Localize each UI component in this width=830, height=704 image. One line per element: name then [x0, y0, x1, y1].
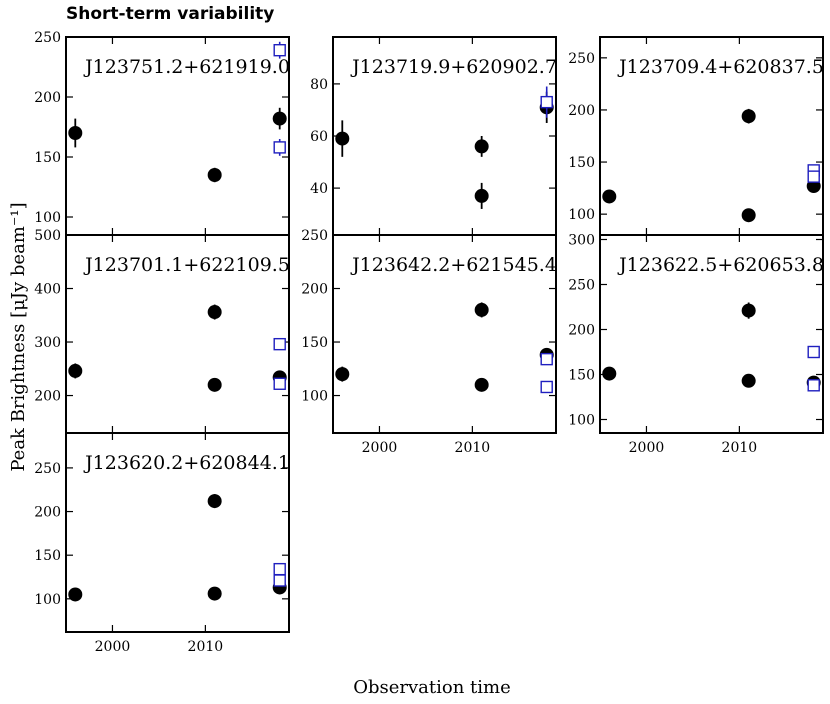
data-point-circle — [602, 189, 617, 204]
panel-title: J123620.2+620844.1 — [83, 452, 290, 474]
data-point-circle — [474, 377, 489, 392]
data-point-circle — [272, 111, 287, 126]
y-tick-label: 300 — [568, 233, 595, 249]
data-point-square — [273, 141, 286, 154]
data-point-circle — [68, 126, 83, 140]
panel-6: 100 150 200 250 300 2000 2010 J123622.5+620653.… — [568, 233, 824, 456]
y-tick-label: 40 — [310, 181, 328, 197]
panel-title: J123719.9+620902.7 — [350, 56, 557, 78]
panel-title: J123751.2+621919.0 — [83, 56, 290, 78]
figure-ylabel: Peak Brightness [μJy beam⁻¹] — [8, 202, 29, 471]
panel-5: 100 150 200 250 2000 2010 J123642.2+621545.4 — [301, 228, 557, 456]
y-tick-label: 100 — [34, 210, 61, 226]
data-point-square — [273, 44, 286, 57]
x-tick-label: 2010 — [188, 639, 224, 655]
data-point-circle — [207, 305, 222, 320]
figure-title: Short-term variability — [66, 4, 275, 24]
y-tick-label: 60 — [310, 129, 328, 145]
panel-7: 100 150 200 250 2000 2010 J123620.2+620844.1 — [34, 432, 290, 655]
y-tick-label: 400 — [34, 282, 61, 298]
data-point-circle — [335, 367, 350, 382]
y-tick-label: 250 — [34, 30, 61, 46]
data-point-circle — [741, 303, 756, 318]
panel-title: J123709.4+620837.5 — [617, 56, 824, 78]
data-point-circle — [68, 363, 83, 378]
panel-title: J123642.2+621545.4 — [350, 254, 557, 276]
y-tick-label: 80 — [310, 77, 328, 93]
data-point-circle — [474, 139, 489, 154]
data-point-circle — [741, 373, 756, 388]
data-point-circle — [207, 377, 222, 392]
data-point-square — [540, 380, 553, 394]
panel-1: 100 150 200 250 J123751.2+621919.0 — [34, 30, 290, 236]
y-tick-label: 100 — [568, 207, 595, 223]
data-point-square — [540, 95, 553, 109]
x-tick-label: 2000 — [95, 639, 131, 655]
y-tick-label: 500 — [34, 228, 61, 244]
panel-frame — [332, 234, 557, 434]
data-point-circle — [207, 168, 222, 182]
y-tick-label: 200 — [568, 103, 595, 119]
data-point-circle — [741, 208, 756, 223]
y-tick-label: 150 — [301, 335, 328, 351]
y-tick-label: 200 — [568, 323, 595, 339]
panel-title: J123701.1+622109.5 — [83, 254, 290, 276]
x-tick-label: 2010 — [722, 440, 758, 456]
data-point-square — [540, 352, 553, 366]
data-point-circle — [207, 586, 222, 601]
data-point-square — [273, 377, 286, 390]
panel-title: J123622.5+620653.8 — [617, 254, 824, 276]
x-tick-label: 2010 — [455, 440, 491, 456]
y-tick-label: 150 — [568, 368, 595, 384]
data-point-square — [807, 379, 820, 392]
y-tick-label: 100 — [301, 389, 328, 405]
y-tick-label: 100 — [34, 592, 61, 608]
figure-xlabel: Observation time — [353, 677, 511, 698]
data-point-circle — [602, 366, 617, 381]
y-tick-label: 250 — [568, 51, 595, 67]
y-tick-label: 200 — [34, 505, 61, 521]
data-point-circle — [68, 587, 83, 602]
y-tick-label: 150 — [568, 155, 595, 171]
data-point-circle — [335, 131, 350, 146]
data-point-square — [273, 574, 286, 587]
data-point-circle — [741, 109, 756, 124]
y-tick-label: 250 — [301, 228, 328, 244]
panel-3: 100 150 200 250 J123709.4+620837.5 — [568, 36, 824, 236]
panel-frame — [599, 234, 824, 434]
y-tick-label: 250 — [568, 278, 595, 294]
x-tick-label: 2000 — [629, 440, 665, 456]
y-tick-label: 200 — [301, 282, 328, 298]
x-tick-label: 2000 — [362, 440, 398, 456]
y-tick-label: 150 — [34, 548, 61, 564]
y-tick-label: 250 — [34, 461, 61, 477]
data-point-square — [273, 337, 286, 351]
panel-frame — [65, 432, 290, 633]
y-tick-label: 100 — [568, 413, 595, 429]
panel-4: 200 300 400 500 J123701.1+622109.5 — [34, 228, 290, 434]
data-point-square — [273, 562, 286, 576]
y-tick-label: 200 — [34, 90, 61, 106]
data-point-square — [807, 345, 820, 359]
data-point-square — [807, 170, 820, 183]
y-tick-label: 200 — [34, 389, 61, 405]
y-tick-label: 150 — [34, 150, 61, 166]
panel-2: 40 60 80 J123719.9+620902.7 — [310, 36, 557, 236]
data-point-circle — [207, 494, 222, 509]
data-point-circle — [474, 188, 489, 203]
data-point-circle — [474, 302, 489, 317]
y-tick-label: 300 — [34, 335, 61, 351]
